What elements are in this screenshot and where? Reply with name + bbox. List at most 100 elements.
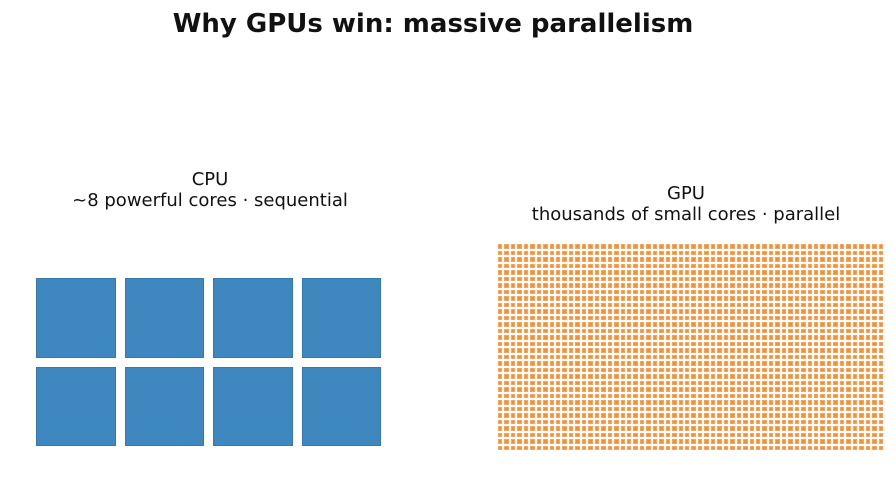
gpu-core <box>646 445 651 450</box>
gpu-core <box>556 439 561 444</box>
gpu-core <box>530 354 535 359</box>
gpu-core <box>556 426 561 431</box>
gpu-core <box>633 335 638 340</box>
gpu-core <box>601 380 606 385</box>
gpu-core <box>626 276 632 281</box>
gpu-core <box>820 354 825 359</box>
gpu-core <box>717 426 722 431</box>
gpu-core <box>685 400 690 405</box>
gpu-core <box>762 361 767 366</box>
gpu-core <box>704 335 709 340</box>
gpu-core <box>504 406 509 411</box>
gpu-core <box>685 315 690 320</box>
gpu-core <box>820 400 825 405</box>
gpu-core <box>659 445 664 450</box>
gpu-core <box>549 361 555 366</box>
gpu-core <box>749 367 754 372</box>
gpu-core <box>504 439 509 444</box>
gpu-core <box>614 315 619 320</box>
gpu-core <box>652 361 658 366</box>
gpu-core <box>749 413 754 418</box>
gpu-core <box>743 244 748 249</box>
gpu-core <box>652 328 658 333</box>
gpu-core <box>549 335 555 340</box>
gpu-core <box>839 335 845 340</box>
gpu-core <box>568 400 574 405</box>
gpu-core <box>678 400 684 405</box>
gpu-core <box>846 426 851 431</box>
gpu-core <box>755 413 761 418</box>
gpu-core <box>510 341 516 346</box>
gpu-core <box>562 244 567 249</box>
gpu-core <box>794 250 800 255</box>
gpu-core <box>659 387 664 392</box>
gpu-core <box>710 322 716 327</box>
gpu-core <box>543 270 548 275</box>
gpu-core <box>594 263 600 268</box>
gpu-core <box>652 445 658 450</box>
gpu-core <box>710 270 716 275</box>
gpu-core <box>788 276 793 281</box>
gpu-core <box>659 322 664 327</box>
gpu-core <box>878 296 883 301</box>
gpu-core <box>588 309 593 314</box>
gpu-core <box>678 354 684 359</box>
gpu-core <box>665 270 671 275</box>
gpu-core <box>872 283 877 288</box>
gpu-core <box>872 302 877 307</box>
gpu-core <box>665 315 671 320</box>
gpu-core <box>717 374 722 379</box>
gpu-core <box>807 393 813 398</box>
gpu-core <box>588 445 593 450</box>
gpu-core <box>523 244 529 249</box>
gpu-core <box>781 400 787 405</box>
gpu-core <box>794 302 800 307</box>
gpu-core <box>562 387 567 392</box>
gpu-core <box>646 374 651 379</box>
gpu-core <box>807 335 813 340</box>
gpu-core <box>639 374 645 379</box>
gpu-core <box>794 406 800 411</box>
gpu-core <box>543 315 548 320</box>
gpu-core <box>723 419 729 424</box>
gpu-core <box>498 341 503 346</box>
gpu-core <box>614 432 619 437</box>
gpu-core <box>665 354 671 359</box>
gpu-core <box>807 426 813 431</box>
gpu-core <box>672 413 677 418</box>
gpu-core <box>678 257 684 262</box>
cpu-core <box>301 278 381 358</box>
gpu-core <box>543 341 548 346</box>
gpu-core <box>736 367 742 372</box>
gpu-core <box>762 244 767 249</box>
gpu-core <box>833 348 838 353</box>
gpu-core <box>717 387 722 392</box>
gpu-core <box>530 400 535 405</box>
gpu-core <box>749 302 754 307</box>
gpu-core <box>704 250 709 255</box>
gpu-core <box>588 302 593 307</box>
gpu-core <box>801 283 806 288</box>
gpu-core <box>510 250 516 255</box>
gpu-core <box>607 387 613 392</box>
gpu-core <box>768 413 774 418</box>
gpu-core <box>672 296 677 301</box>
gpu-core <box>543 328 548 333</box>
gpu-core <box>581 348 587 353</box>
gpu-core <box>504 263 509 268</box>
gpu-core <box>594 419 600 424</box>
gpu-core <box>685 432 690 437</box>
gpu-core <box>594 367 600 372</box>
gpu-core <box>556 309 561 314</box>
gpu-core <box>788 361 793 366</box>
gpu-core <box>659 341 664 346</box>
gpu-core <box>549 348 555 353</box>
gpu-core <box>639 354 645 359</box>
gpu-core <box>504 257 509 262</box>
gpu-core <box>549 250 555 255</box>
gpu-core <box>762 406 767 411</box>
gpu-core <box>852 309 858 314</box>
gpu-core <box>755 328 761 333</box>
gpu-core <box>872 289 877 294</box>
gpu-core <box>768 302 774 307</box>
